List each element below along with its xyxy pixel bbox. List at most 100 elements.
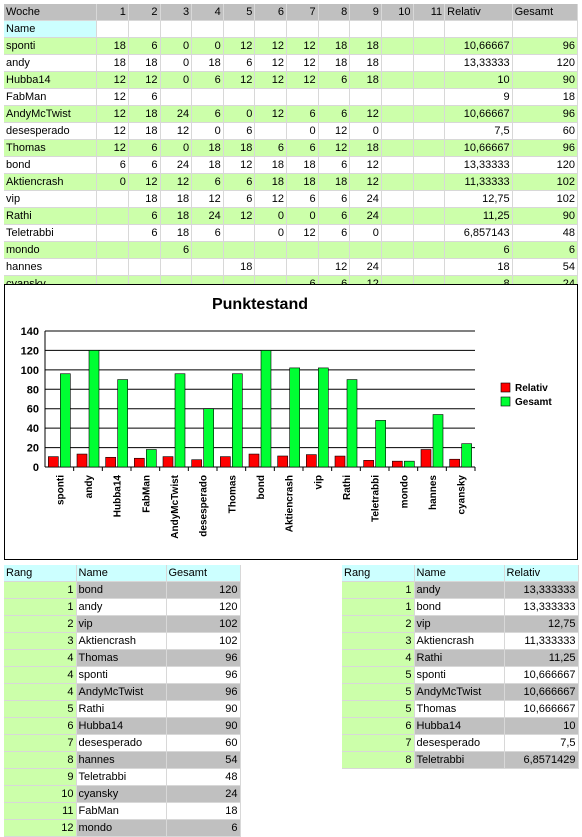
week-score: 12 <box>223 156 256 174</box>
relativ-value: 12,75 <box>444 190 513 208</box>
week-score: 18 <box>128 190 161 208</box>
table-row: Hubba14 12 12 0 6 12 12 12 6 18 10 90 <box>4 71 579 89</box>
gesamt-value: 120 <box>512 54 579 72</box>
score-table: Woche 1 2 3 4 5 6 7 8 9 10 11 Relativ Gesamt Name spont… <box>4 4 579 293</box>
rank-gesamt-table: Rang Name Gesamt 1 bond 120 1 andy 120 2 vip 102 3 Ak… <box>4 565 241 837</box>
week-score: 0 <box>254 207 288 225</box>
rank-score: 48 <box>166 768 241 786</box>
week-score: 18 <box>349 139 382 157</box>
week-score: 12 <box>128 71 161 89</box>
rank-score: 18 <box>166 802 241 820</box>
rank-name: desesperado <box>414 734 505 752</box>
week-score <box>381 224 414 242</box>
rank-header-cell: Name <box>76 565 167 582</box>
week-score <box>191 258 224 276</box>
week-score: 18 <box>223 139 256 157</box>
player-name: hannes <box>4 258 98 276</box>
header-cell: 9 <box>349 4 382 21</box>
rank-row: 3 Aktiencrash 11,333333 <box>342 632 579 650</box>
week-score <box>318 88 351 106</box>
table-row: mondo 6 6 6 <box>4 241 579 259</box>
week-score: 18 <box>318 173 351 191</box>
rank-score: 13,333333 <box>504 598 579 616</box>
x-tick-label: cyansky <box>457 475 468 515</box>
week-score <box>413 37 446 55</box>
table-row: AndyMcTwist 12 18 24 6 0 12 6 6 12 10,66667 96 <box>4 105 579 123</box>
rank-row: 4 AndyMcTwist 96 <box>4 683 241 701</box>
week-score <box>413 190 446 208</box>
player-name: Teletrabbi <box>4 224 98 242</box>
week-score: 18 <box>96 54 129 72</box>
week-score: 6 <box>128 156 161 174</box>
bar-relativ <box>191 459 202 468</box>
week-score: 18 <box>191 54 224 72</box>
player-name: sponti <box>4 37 98 55</box>
week-score <box>413 258 446 276</box>
rank-name: sponti <box>76 666 167 684</box>
week-score: 12 <box>254 190 288 208</box>
rank-value: 5 <box>342 683 415 701</box>
rank-name: Aktiencrash <box>414 632 505 650</box>
empty-cell <box>512 20 579 38</box>
chart-title: Punktestand <box>212 296 308 313</box>
rank-row: 4 Rathi 11,25 <box>342 649 579 667</box>
rank-name: AndyMcTwist <box>76 683 167 701</box>
week-score: 0 <box>160 37 193 55</box>
x-tick-label: bond <box>256 475 267 499</box>
x-tick-label: sponti <box>55 475 66 505</box>
x-tick-label: andy <box>84 475 95 499</box>
week-score <box>413 139 446 157</box>
rank-row: 2 vip 102 <box>4 615 241 633</box>
rank-value: 4 <box>4 649 77 667</box>
relativ-value: 10 <box>444 71 513 89</box>
week-score: 12 <box>96 139 129 157</box>
rank-row: 8 hannes 54 <box>4 751 241 769</box>
week-score <box>413 156 446 174</box>
player-name: mondo <box>4 241 98 259</box>
week-score: 6 <box>128 37 161 55</box>
name-header-cell: Name <box>4 20 98 38</box>
week-score: 12 <box>160 173 193 191</box>
rank-row: 8 Teletrabbi 6,8571429 <box>342 751 579 769</box>
empty-cell <box>318 20 351 38</box>
empty-cell <box>254 20 288 38</box>
table-row: Rathi 6 18 24 12 0 0 6 24 11,25 90 <box>4 207 579 225</box>
week-score <box>160 88 193 106</box>
empty-cell <box>286 20 319 38</box>
week-score: 6 <box>286 105 319 123</box>
empty-cell <box>128 20 161 38</box>
week-score: 6 <box>128 88 161 106</box>
rank-header-cell: Rang <box>4 565 77 582</box>
rank-name: Thomas <box>76 649 167 667</box>
rank-row: 1 andy 13,333333 <box>342 581 579 599</box>
y-tick-label: 0 <box>33 462 39 474</box>
table-row: Teletrabbi 6 18 6 0 12 6 0 6,857143 48 <box>4 224 579 242</box>
rank-header-row: Rang Name Relativ <box>342 565 579 582</box>
rank-row: 5 sponti 10,666667 <box>342 666 579 684</box>
week-score <box>223 241 256 259</box>
week-score: 18 <box>128 54 161 72</box>
bar-relativ <box>134 457 145 468</box>
rank-row: 7 desesperado 7,5 <box>342 734 579 752</box>
gesamt-value: 102 <box>512 173 579 191</box>
week-score: 18 <box>254 173 288 191</box>
week-score: 12 <box>160 122 193 140</box>
x-tick-label: Thomas <box>227 475 238 514</box>
week-score <box>381 190 414 208</box>
rank-name: Rathi <box>76 700 167 718</box>
week-score <box>381 122 414 140</box>
rank-value: 12 <box>4 819 77 837</box>
week-score: 6 <box>160 241 193 259</box>
bar-relativ <box>220 456 231 468</box>
bar-gesamt <box>146 449 157 468</box>
table-row: sponti 18 6 0 0 12 12 12 18 18 10,66667 96 <box>4 37 579 55</box>
week-score: 12 <box>128 173 161 191</box>
x-tick-label: desesperado <box>199 475 210 537</box>
table-row: Aktiencrash 0 12 12 6 6 18 18 18 12 11,33333 102 <box>4 173 579 191</box>
week-score: 18 <box>254 156 288 174</box>
week-score <box>223 224 256 242</box>
week-score: 6 <box>318 105 351 123</box>
gesamt-value: 6 <box>512 241 579 259</box>
bar-gesamt <box>289 367 300 468</box>
week-score <box>413 71 446 89</box>
